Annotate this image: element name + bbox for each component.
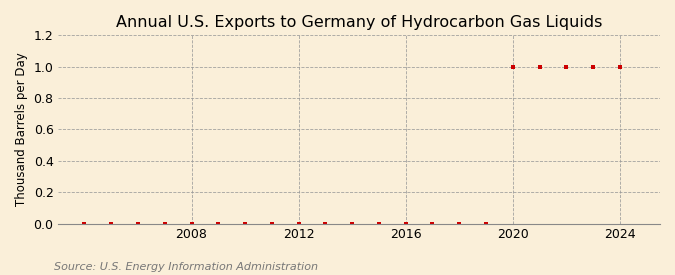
Text: Source: U.S. Energy Information Administration: Source: U.S. Energy Information Administ… <box>54 262 318 272</box>
Y-axis label: Thousand Barrels per Day: Thousand Barrels per Day <box>15 53 28 206</box>
Title: Annual U.S. Exports to Germany of Hydrocarbon Gas Liquids: Annual U.S. Exports to Germany of Hydroc… <box>115 15 602 30</box>
